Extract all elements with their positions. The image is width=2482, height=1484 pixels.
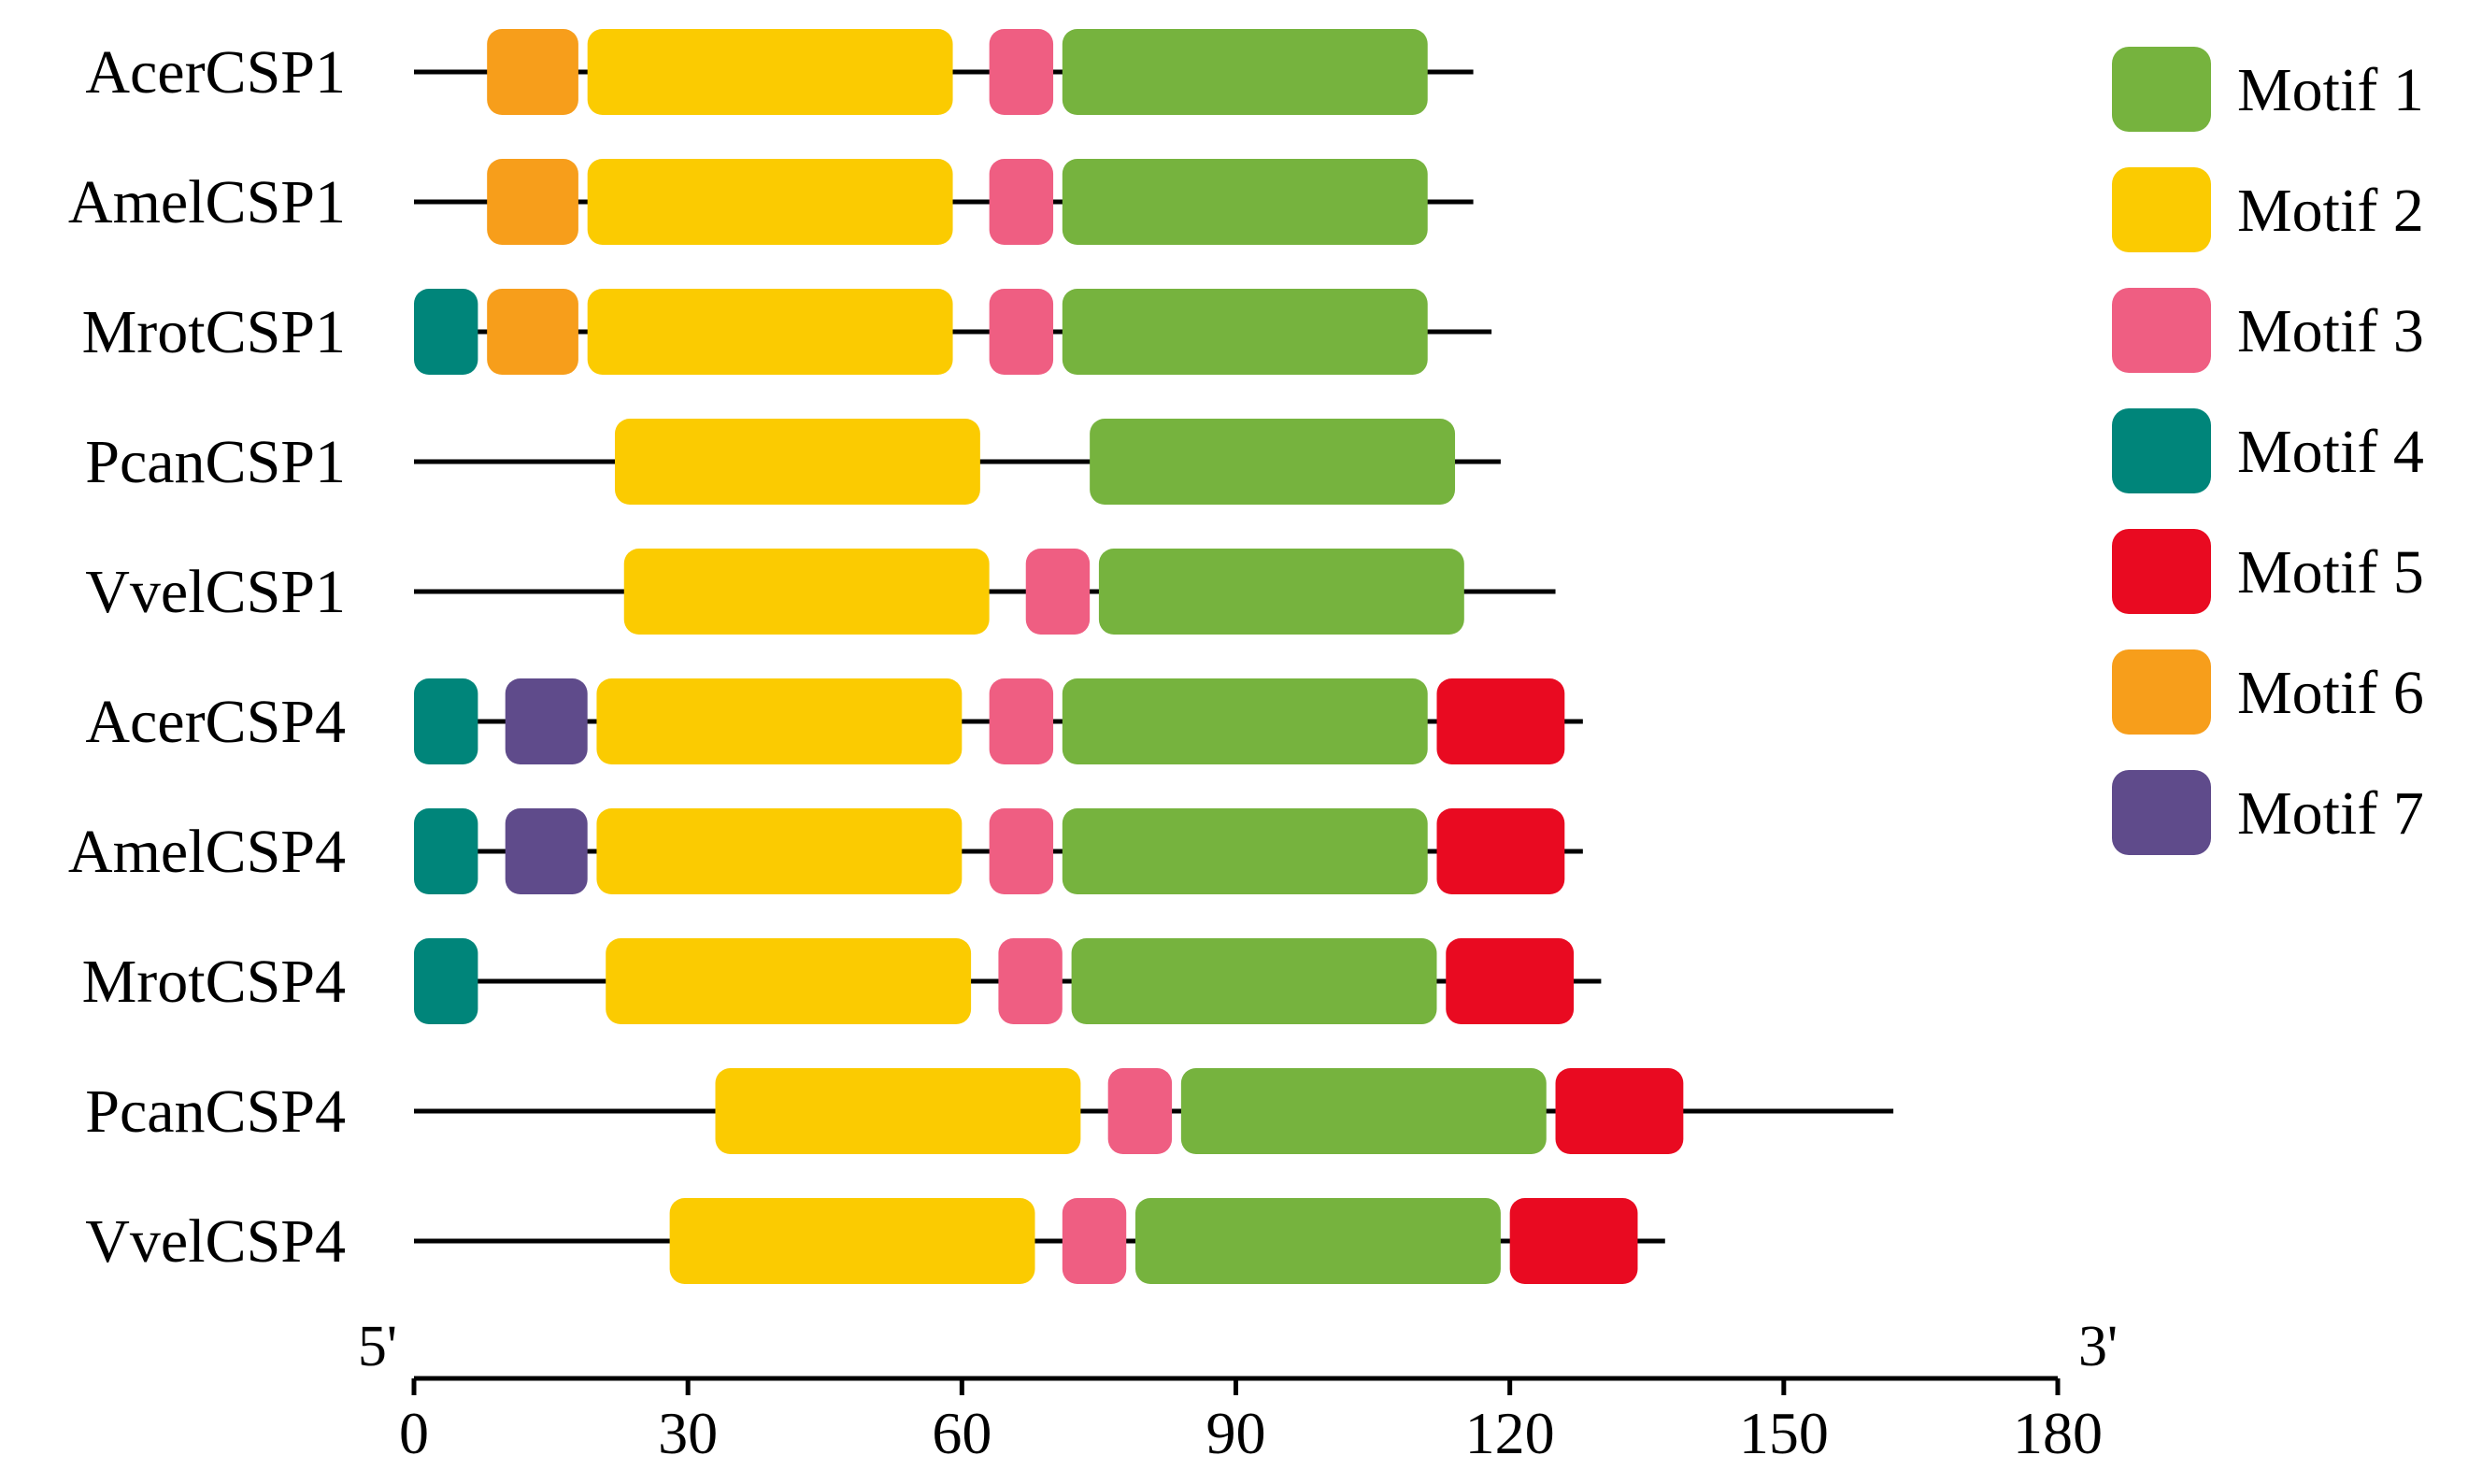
legend-item: Motif 7 (2112, 770, 2424, 855)
motif-5-box (1436, 808, 1565, 894)
motif-1-box (1062, 159, 1428, 245)
axis-tick-label: 0 (399, 1400, 429, 1466)
protein-track: VvelCSP1 (85, 549, 1556, 635)
axis-tick-label: 180 (2013, 1400, 2103, 1466)
legend-swatch (2112, 529, 2211, 614)
motif-2-box (596, 678, 963, 764)
protein-label: AmelCSP1 (68, 168, 346, 236)
protein-label: VvelCSP4 (85, 1207, 346, 1276)
axis-3-prime-label: 3' (2078, 1315, 2118, 1378)
motif-2-box (614, 419, 980, 505)
motif-1-box (1071, 938, 1437, 1024)
protein-label: AcerCSP1 (85, 38, 346, 107)
motif-2-box (623, 549, 990, 635)
motif-3-box (989, 808, 1054, 894)
axis-tick-label: 90 (1206, 1400, 1266, 1466)
motif-1-box (1062, 678, 1428, 764)
motif-4-box (414, 808, 478, 894)
motif-7-box (505, 678, 588, 764)
motif-2-box (587, 289, 953, 375)
legend-item: Motif 6 (2112, 649, 2424, 735)
legend-item: Motif 5 (2112, 529, 2424, 614)
protein-label: PcanCSP4 (85, 1077, 346, 1146)
motif-2-box (596, 808, 963, 894)
protein-track: PcanCSP1 (85, 419, 1501, 505)
protein-track: MrotCSP4 (82, 938, 1602, 1024)
legend-item: Motif 2 (2112, 167, 2424, 252)
motif-3-box (989, 289, 1054, 375)
legend-label: Motif 2 (2237, 177, 2424, 245)
protein-label: VvelCSP1 (85, 558, 346, 626)
legend-swatch (2112, 770, 2211, 855)
motif-3-box (989, 29, 1054, 115)
protein-track: PcanCSP4 (85, 1068, 1894, 1154)
legend-swatch (2112, 288, 2211, 373)
x-axis: 0 30 60 90 120 150 180 5' 3' (358, 1315, 2118, 1466)
legend-label: Motif 4 (2237, 418, 2424, 486)
axis-tick-label: 30 (658, 1400, 718, 1466)
motif-4-box (414, 938, 478, 1024)
legend: Motif 1 Motif 2 Motif 3 Motif 4 Motif 5 Motif… (2112, 47, 2424, 855)
legend-item: Motif 3 (2112, 288, 2424, 373)
motif-6-box (487, 29, 578, 115)
motif-3-box (1025, 549, 1091, 635)
legend-label: Motif 1 (2237, 56, 2424, 124)
motif-3-box (1107, 1068, 1173, 1154)
motif-3-box (989, 159, 1054, 245)
motif-4-box (414, 289, 478, 375)
motif-3-box (1062, 1198, 1127, 1284)
protein-track: VvelCSP4 (85, 1198, 1665, 1284)
protein-label: AcerCSP4 (85, 688, 346, 756)
motif-6-box (487, 159, 578, 245)
motif-2-box (715, 1068, 1081, 1154)
legend-label: Motif 7 (2237, 779, 2424, 848)
motif-5-box (1509, 1198, 1638, 1284)
motif-2-box (606, 938, 972, 1024)
protein-track: AmelCSP4 (68, 808, 1583, 894)
legend-swatch (2112, 408, 2211, 493)
protein-label: PcanCSP1 (85, 428, 346, 496)
legend-item: Motif 4 (2112, 408, 2424, 493)
protein-track: MrotCSP1 (82, 289, 1492, 375)
protein-label: MrotCSP1 (82, 298, 346, 366)
motif-2-box (587, 29, 953, 115)
motif-6-box (487, 289, 578, 375)
motif-4-box (414, 678, 478, 764)
legend-swatch (2112, 167, 2211, 252)
protein-tracks: AcerCSP1 AmelCSP1 MrotCSP1 PcanCSP1 VvelCSP1… (68, 29, 1894, 1284)
protein-track: AcerCSP1 (85, 29, 1474, 115)
axis-ticks: 0 30 60 90 120 150 180 (399, 1378, 2103, 1466)
motif-1-box (1180, 1068, 1547, 1154)
motif-2-box (587, 159, 953, 245)
motif-1-box (1135, 1198, 1501, 1284)
protein-label: AmelCSP4 (68, 818, 346, 886)
motif-5-box (1555, 1068, 1684, 1154)
axis-tick-label: 120 (1465, 1400, 1555, 1466)
motif-1-box (1062, 808, 1428, 894)
motif-5-box (1446, 938, 1575, 1024)
motif-1-box (1098, 549, 1464, 635)
motif-2-box (669, 1198, 1035, 1284)
motif-3-box (989, 678, 1054, 764)
motif-5-box (1436, 678, 1565, 764)
axis-5-prime-label: 5' (358, 1315, 397, 1378)
legend-item: Motif 1 (2112, 47, 2424, 132)
protein-track: AmelCSP1 (68, 159, 1474, 245)
motif-1-box (1062, 29, 1428, 115)
legend-swatch (2112, 47, 2211, 132)
legend-label: Motif 5 (2237, 538, 2424, 606)
legend-label: Motif 6 (2237, 659, 2424, 727)
axis-tick-label: 150 (1739, 1400, 1829, 1466)
protein-label: MrotCSP4 (82, 948, 346, 1016)
motif-3-box (998, 938, 1063, 1024)
motif-7-box (505, 808, 588, 894)
legend-label: Motif 3 (2237, 297, 2424, 365)
protein-track: AcerCSP4 (85, 678, 1583, 764)
axis-tick-label: 60 (932, 1400, 991, 1466)
legend-swatch (2112, 649, 2211, 735)
motif-1-box (1090, 419, 1456, 505)
motif-1-box (1062, 289, 1428, 375)
